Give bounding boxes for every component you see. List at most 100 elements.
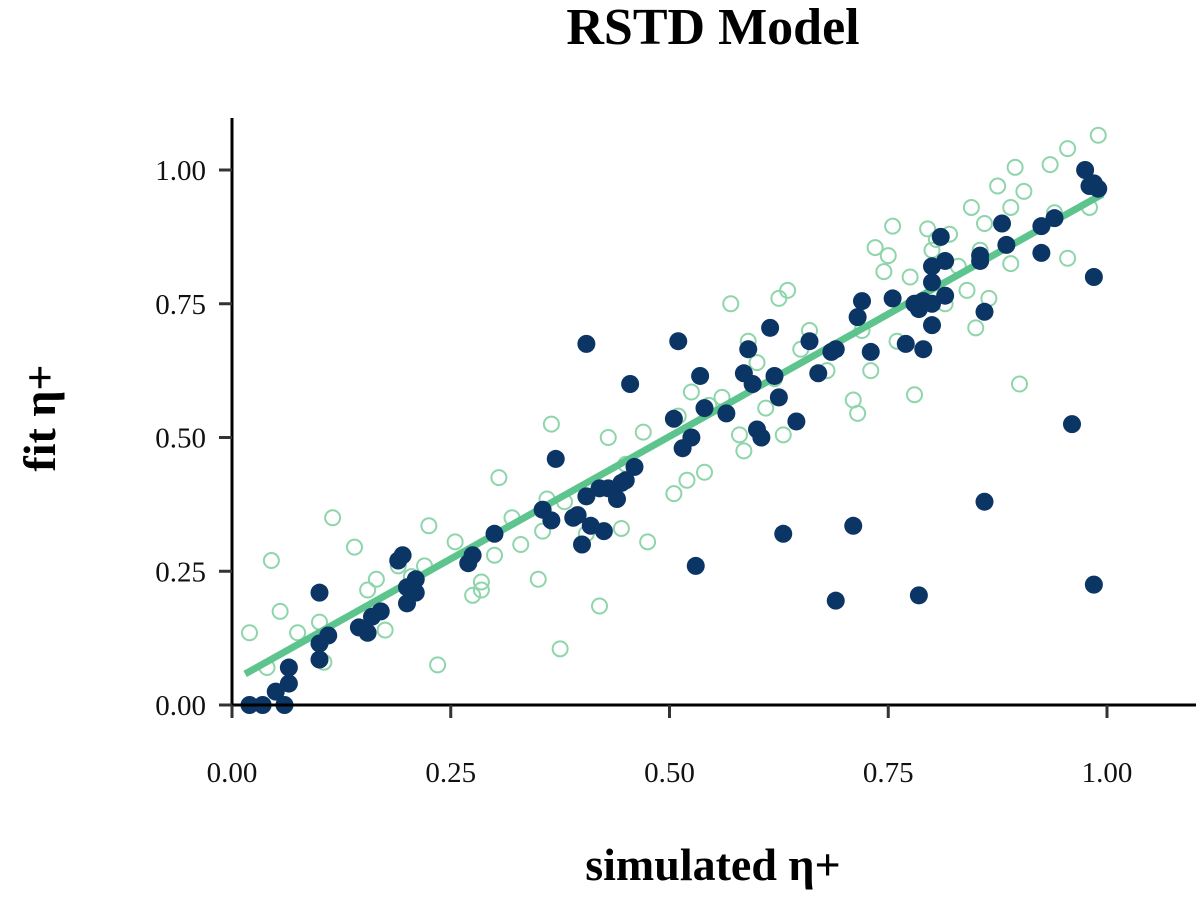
- filled-point: [896, 334, 915, 353]
- filled-point: [761, 318, 780, 337]
- hollow-point: [591, 597, 608, 615]
- hollow-point: [989, 177, 1007, 195]
- hollow-point: [682, 383, 700, 401]
- filled-point: [608, 490, 626, 509]
- filled-point: [1063, 415, 1081, 434]
- hollow-point: [446, 533, 464, 551]
- filled-point: [546, 449, 565, 468]
- hollow-point: [919, 220, 937, 238]
- filled-point: [625, 457, 644, 476]
- filled-point: [765, 366, 784, 385]
- hollow-point: [639, 533, 657, 551]
- filled-point: [975, 492, 994, 511]
- filled-point: [923, 316, 941, 335]
- hollow-point: [376, 621, 394, 639]
- x-tick-label: 0.75: [863, 757, 914, 789]
- filled-point: [1076, 161, 1095, 179]
- filled-point: [826, 591, 845, 610]
- filled-point: [914, 340, 933, 359]
- hollow-point: [1011, 375, 1028, 393]
- filled-point: [844, 516, 863, 535]
- hollow-point: [534, 522, 552, 540]
- x-axis-label: simulated η+: [585, 839, 841, 890]
- filled-point: [691, 366, 710, 385]
- hollow-point: [367, 570, 385, 588]
- filled-point: [769, 388, 788, 407]
- filled-point: [787, 412, 806, 431]
- hollow-point: [271, 602, 289, 620]
- hollow-point: [612, 519, 630, 537]
- chart-title: RSTD Model: [566, 0, 859, 56]
- hollow-point: [958, 281, 976, 299]
- filled-point: [774, 524, 793, 543]
- filled-point: [406, 570, 425, 589]
- hollow-point: [962, 198, 980, 216]
- hollow-point: [678, 471, 696, 489]
- y-tick-label: 0.25: [155, 556, 206, 588]
- hollow-point: [875, 263, 893, 281]
- x-tick-label: 1.00: [1082, 757, 1133, 789]
- hollow-point: [976, 215, 993, 232]
- y-tick-label: 0.00: [155, 690, 206, 722]
- hollow-point: [486, 546, 503, 564]
- filled-point: [542, 511, 561, 530]
- filled-point: [931, 227, 950, 246]
- filled-point: [752, 428, 771, 447]
- filled-point: [682, 428, 701, 447]
- x-tick-label: 0.00: [207, 757, 258, 789]
- x-tick-label: 0.50: [644, 757, 695, 789]
- hollow-point: [879, 247, 897, 265]
- hollow-point: [289, 624, 307, 642]
- y-tick-label: 1.00: [155, 155, 206, 187]
- filled-point: [577, 487, 596, 506]
- y-ticks: 0.00 0.25 0.50 0.75 1.00: [155, 155, 232, 722]
- filled-point: [616, 471, 635, 490]
- hollow-point: [866, 239, 884, 257]
- hollow-point: [551, 640, 569, 658]
- hollow-point: [324, 509, 342, 527]
- hollow-point: [359, 581, 377, 599]
- y-axis-label: fit η+: [14, 364, 65, 471]
- hollow-point: [1059, 140, 1077, 158]
- filled-point: [826, 340, 845, 359]
- hollow-point: [722, 295, 740, 313]
- filled-point: [319, 626, 338, 645]
- filled-point: [686, 556, 705, 575]
- hollow-point: [849, 404, 867, 422]
- hollow-point: [696, 463, 713, 481]
- filled-point: [861, 342, 880, 361]
- hollow-point: [634, 423, 652, 441]
- fit-line: [243, 191, 1105, 678]
- filled-point: [1032, 243, 1051, 262]
- filled-point: [310, 583, 329, 602]
- filled-point: [577, 334, 596, 353]
- filled-point: [800, 332, 819, 351]
- hollow-point: [529, 570, 547, 588]
- y-tick-label: 0.50: [155, 423, 206, 455]
- hollow-point: [542, 415, 560, 433]
- filled-point: [1089, 179, 1108, 198]
- hollow-point: [906, 386, 923, 404]
- filled-point: [393, 546, 412, 565]
- filled-point: [266, 682, 285, 701]
- hollow-point: [472, 581, 490, 599]
- hollow-point: [1089, 126, 1107, 144]
- filled-point: [809, 364, 828, 383]
- hollow-point: [1006, 158, 1024, 176]
- hollow-point: [1059, 249, 1077, 267]
- hollow-point: [901, 268, 919, 286]
- hollow-point: [884, 217, 902, 235]
- hollow-point: [241, 624, 258, 642]
- filled-point: [279, 658, 298, 677]
- hollow-point: [599, 429, 617, 446]
- hollow-point: [862, 362, 880, 380]
- filled-point: [573, 535, 591, 554]
- filled-point: [717, 404, 736, 423]
- hollow-point: [731, 426, 748, 444]
- filled-point: [909, 586, 928, 605]
- hollow-point: [490, 469, 508, 487]
- filled-point: [568, 506, 587, 525]
- filled-point: [669, 332, 688, 351]
- filled-point: [883, 289, 902, 308]
